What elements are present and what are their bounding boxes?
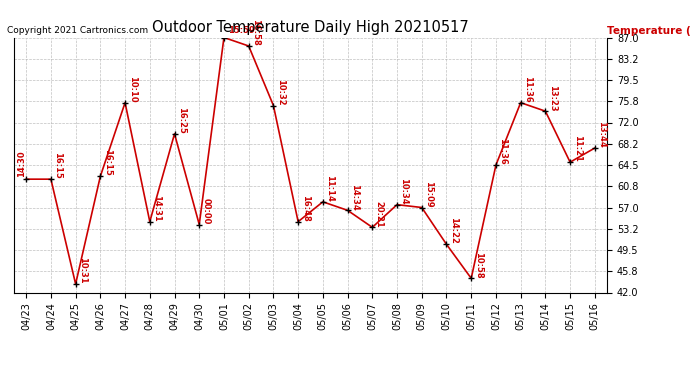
Text: 10:31: 10:31 [78, 257, 87, 284]
Text: 11:21: 11:21 [573, 135, 582, 162]
Text: 10:34: 10:34 [400, 178, 408, 205]
Text: 14:30: 14:30 [17, 151, 26, 177]
Text: 20:21: 20:21 [375, 201, 384, 227]
Text: Copyright 2021 Cartronics.com: Copyright 2021 Cartronics.com [7, 26, 148, 35]
Text: 14:22: 14:22 [449, 217, 458, 244]
Text: 10:32: 10:32 [276, 79, 285, 105]
Text: 14:34: 14:34 [350, 184, 359, 210]
Text: 16:58: 16:58 [251, 19, 260, 46]
Title: Outdoor Temperature Daily High 20210517: Outdoor Temperature Daily High 20210517 [152, 20, 469, 35]
Text: 16:25: 16:25 [177, 107, 186, 134]
Text: 16:15: 16:15 [103, 150, 112, 176]
Text: 13:44: 13:44 [598, 121, 607, 148]
Text: 11:36: 11:36 [498, 138, 507, 165]
Text: 16:48: 16:48 [301, 195, 310, 222]
Text: 14:31: 14:31 [152, 195, 161, 222]
Text: 16:15: 16:15 [53, 152, 62, 179]
Text: 10:58: 10:58 [474, 252, 483, 278]
Text: 00:00: 00:00 [201, 198, 210, 225]
Text: 15:59: 15:59 [228, 26, 255, 34]
Text: 11:36: 11:36 [523, 76, 532, 103]
Text: 11:14: 11:14 [326, 175, 335, 202]
Text: 13:23: 13:23 [548, 84, 557, 111]
Text: 10:10: 10:10 [128, 76, 137, 103]
Text: 15:09: 15:09 [424, 181, 433, 207]
Text: Temperature (°F): Temperature (°F) [607, 26, 690, 36]
